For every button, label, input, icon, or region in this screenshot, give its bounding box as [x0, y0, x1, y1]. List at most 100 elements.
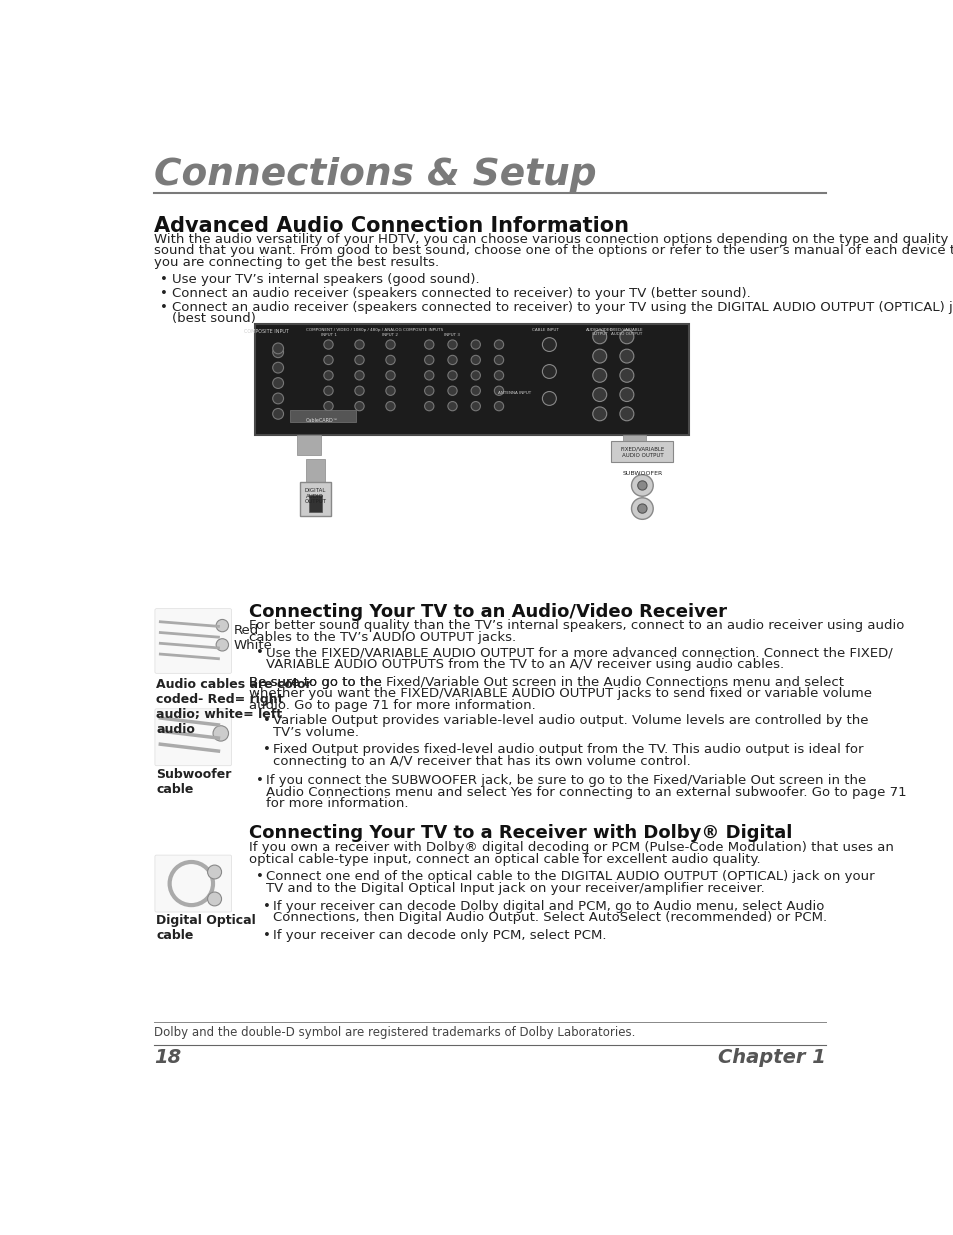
Text: Connecting Your TV to an Audio/Video Receiver: Connecting Your TV to an Audio/Video Rec… — [249, 603, 727, 620]
Circle shape — [619, 368, 633, 383]
Text: Use your TV’s internal speakers (good sound).: Use your TV’s internal speakers (good so… — [172, 273, 479, 287]
Circle shape — [471, 401, 480, 411]
Circle shape — [424, 340, 434, 350]
Circle shape — [631, 498, 653, 520]
Text: With the audio versatility of your HDTV, you can choose various connection optio: With the audio versatility of your HDTV,… — [154, 233, 953, 246]
Circle shape — [273, 362, 283, 373]
Circle shape — [494, 356, 503, 364]
Text: Connect an audio receiver (speakers connected to receiver) to your TV using the : Connect an audio receiver (speakers conn… — [172, 300, 953, 314]
Circle shape — [355, 356, 364, 364]
Text: If your receiver can decode Dolby digital and PCM, go to Audio menu, select Audi: If your receiver can decode Dolby digita… — [273, 900, 823, 913]
Circle shape — [385, 356, 395, 364]
Circle shape — [447, 387, 456, 395]
Circle shape — [494, 387, 503, 395]
Circle shape — [494, 340, 503, 350]
Circle shape — [424, 370, 434, 380]
Circle shape — [273, 347, 283, 358]
Circle shape — [208, 892, 221, 906]
Text: Chapter 1: Chapter 1 — [718, 1047, 825, 1067]
Text: Be sure to go to the: Be sure to go to the — [249, 676, 386, 689]
Bar — [299, 482, 331, 516]
FancyBboxPatch shape — [154, 609, 232, 673]
Circle shape — [385, 370, 395, 380]
Circle shape — [471, 387, 480, 395]
Text: If your receiver can decode only PCM, select PCM.: If your receiver can decode only PCM, se… — [273, 929, 605, 942]
Text: •: • — [159, 287, 167, 300]
Text: cables to the TV’s AUDIO OUTPUT jacks.: cables to the TV’s AUDIO OUTPUT jacks. — [249, 631, 516, 643]
Circle shape — [424, 356, 434, 364]
Text: •: • — [263, 743, 271, 756]
Circle shape — [542, 391, 556, 405]
Text: •: • — [159, 300, 167, 314]
Text: Red: Red — [233, 624, 259, 637]
Text: Audio cables are color
coded- Red= right
audio; white= left
audio: Audio cables are color coded- Red= right… — [156, 678, 312, 736]
Circle shape — [385, 401, 395, 411]
Circle shape — [471, 340, 480, 350]
Text: •: • — [263, 900, 271, 913]
Circle shape — [637, 504, 646, 514]
Bar — [254, 324, 688, 436]
Text: •: • — [255, 774, 263, 787]
Circle shape — [631, 474, 653, 496]
Bar — [290, 410, 355, 421]
Circle shape — [447, 401, 456, 411]
Circle shape — [592, 368, 606, 383]
Text: COMPOSITE INPUT: COMPOSITE INPUT — [244, 330, 289, 335]
Text: ANTENNA INPUT: ANTENNA INPUT — [497, 390, 531, 395]
Circle shape — [542, 364, 556, 378]
Circle shape — [619, 388, 633, 401]
Circle shape — [592, 388, 606, 401]
Circle shape — [355, 387, 364, 395]
Circle shape — [323, 401, 333, 411]
Text: •: • — [255, 646, 263, 659]
Text: optical cable-type input, connect an optical cable for excellent audio quality.: optical cable-type input, connect an opt… — [249, 852, 760, 866]
Circle shape — [273, 393, 283, 404]
Circle shape — [385, 387, 395, 395]
Text: Digital Optical
cable: Digital Optical cable — [156, 914, 256, 942]
Text: FIXED/VARIABLE
AUDIO OUTPUT: FIXED/VARIABLE AUDIO OUTPUT — [609, 327, 643, 336]
Text: •: • — [159, 273, 167, 287]
Text: SUBWOOFER: SUBWOOFER — [621, 471, 661, 475]
Circle shape — [592, 406, 606, 421]
Circle shape — [447, 356, 456, 364]
Bar — [611, 441, 673, 462]
Circle shape — [619, 330, 633, 343]
Circle shape — [542, 337, 556, 352]
Text: COMPONENT / VIDEO / 1080p / 480p / ANALOG COMPOSITE INPUTS: COMPONENT / VIDEO / 1080p / 480p / ANALO… — [306, 327, 443, 332]
Text: White: White — [233, 640, 273, 652]
Bar — [306, 458, 324, 482]
Text: Variable Output provides variable-level audio output. Volume levels are controll: Variable Output provides variable-level … — [273, 714, 867, 727]
Text: Connections, then Digital Audio Output. Select AutoSelect (recommended) or PCM.: Connections, then Digital Audio Output. … — [273, 911, 826, 924]
Text: Audio Connections menu and select Yes for connecting to an external subwoofer. G: Audio Connections menu and select Yes fo… — [266, 785, 906, 799]
Circle shape — [273, 343, 283, 353]
FancyBboxPatch shape — [154, 709, 232, 766]
Text: Fixed Output provides fixed-level audio output from the TV. This audio output is: Fixed Output provides fixed-level audio … — [273, 743, 862, 756]
Circle shape — [637, 480, 646, 490]
Text: you are connecting to get the best results.: you are connecting to get the best resul… — [154, 256, 438, 269]
Text: TV’s volume.: TV’s volume. — [273, 726, 358, 739]
Text: Connect one end of the optical cable to the DIGITAL AUDIO OUTPUT (OPTICAL) jack : Connect one end of the optical cable to … — [266, 871, 874, 883]
Text: If you own a receiver with Dolby® digital decoding or PCM (Pulse-Code Modulation: If you own a receiver with Dolby® digita… — [249, 841, 893, 855]
Circle shape — [424, 401, 434, 411]
Text: Use the FIXED/VARIABLE AUDIO OUTPUT for a more advanced connection. Connect the : Use the FIXED/VARIABLE AUDIO OUTPUT for … — [266, 646, 892, 659]
Text: Dolby and the double-D symbol are registered trademarks of Dolby Laboratories.: Dolby and the double-D symbol are regist… — [154, 1026, 635, 1039]
Text: Connect an audio receiver (speakers connected to receiver) to your TV (better so: Connect an audio receiver (speakers conn… — [172, 287, 750, 300]
Text: for more information.: for more information. — [266, 798, 409, 810]
Circle shape — [592, 350, 606, 363]
Text: Advanced Audio Connection Information: Advanced Audio Connection Information — [154, 216, 628, 236]
Text: Be sure to go to the Fixed/Variable Out screen in the Audio Connections menu and: Be sure to go to the Fixed/Variable Out … — [249, 676, 843, 689]
Circle shape — [323, 387, 333, 395]
Text: CableCARD™: CableCARD™ — [306, 419, 338, 424]
Text: INPUT 2: INPUT 2 — [382, 333, 398, 337]
Text: Subwoofer
cable: Subwoofer cable — [156, 768, 232, 797]
Text: VARIABLE AUDIO OUTPUTS from the TV to an A/V receiver using audio cables.: VARIABLE AUDIO OUTPUTS from the TV to an… — [266, 658, 783, 671]
Bar — [622, 436, 645, 454]
Text: INPUT 1: INPUT 1 — [320, 333, 336, 337]
Circle shape — [424, 387, 434, 395]
Circle shape — [619, 406, 633, 421]
Circle shape — [208, 864, 221, 879]
Circle shape — [323, 356, 333, 364]
Text: DIGITAL
AUDIO
OUTPUT: DIGITAL AUDIO OUTPUT — [304, 488, 326, 504]
Circle shape — [447, 340, 456, 350]
Text: (best sound): (best sound) — [172, 312, 255, 325]
